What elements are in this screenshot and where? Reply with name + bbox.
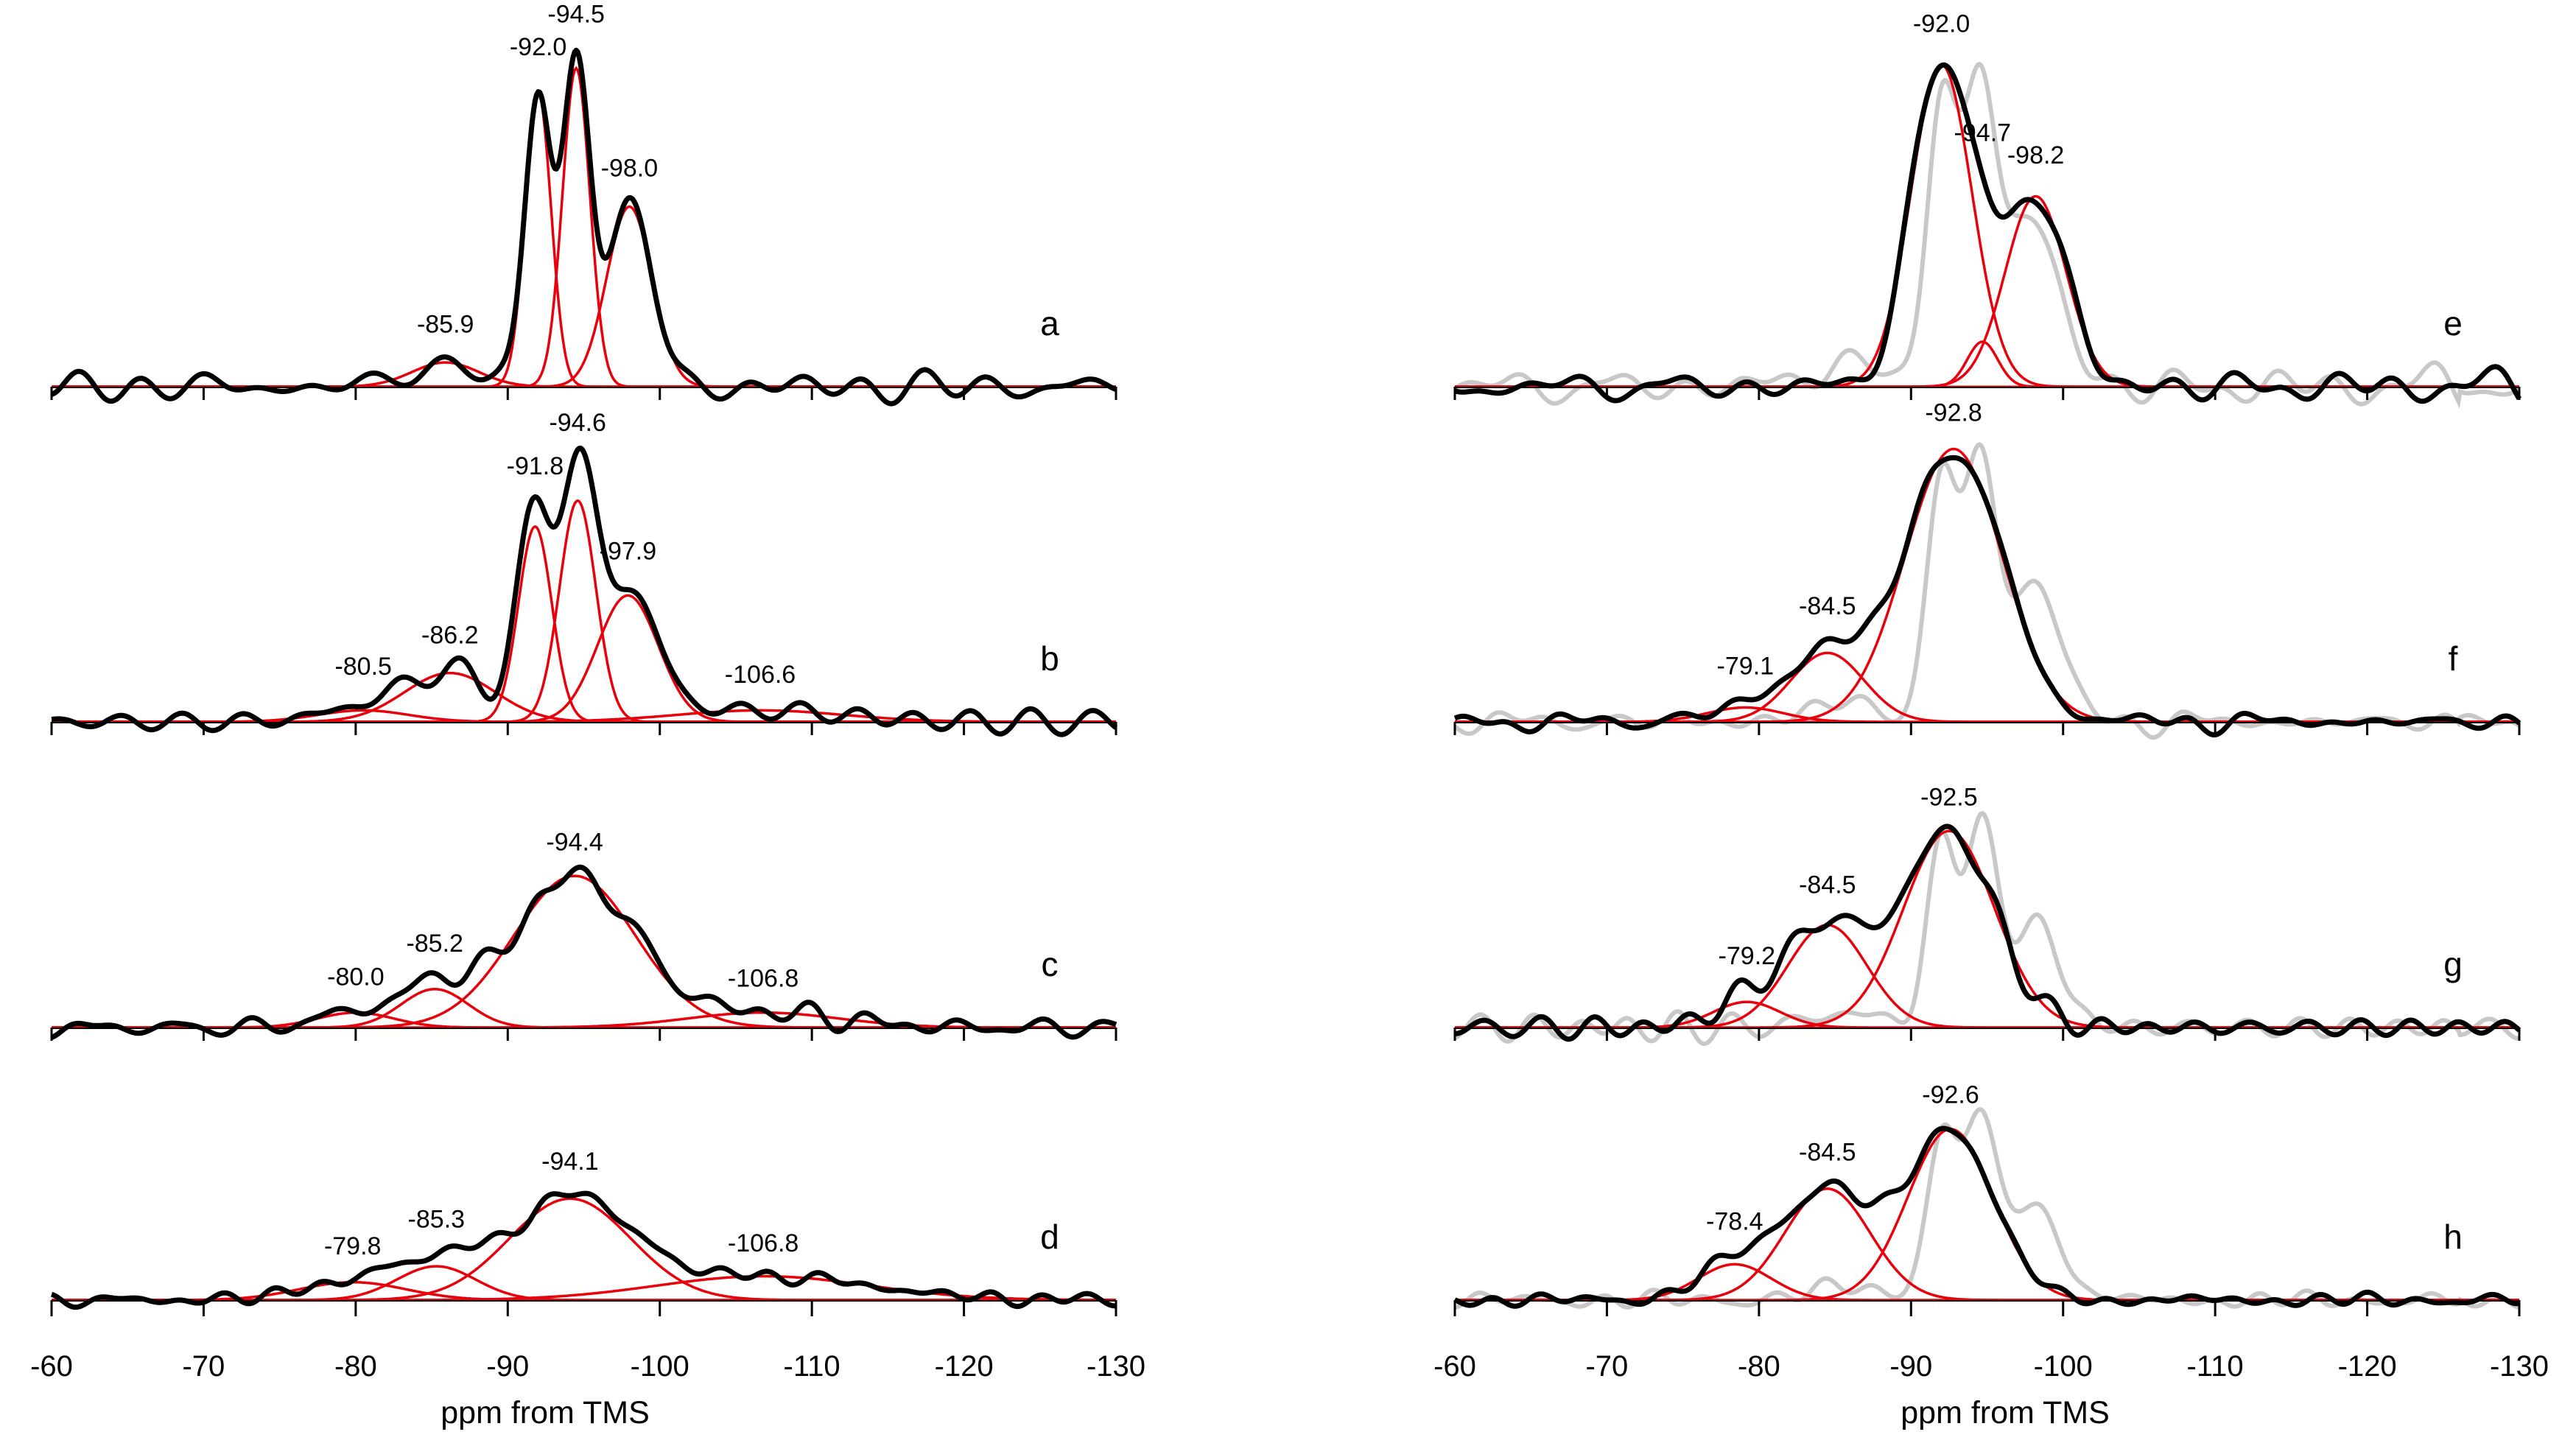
x-tick-label: -120	[2338, 1350, 2397, 1383]
peak-label: -106.8	[728, 964, 799, 992]
fit-component-2	[1455, 924, 2519, 1029]
peak-label: -85.3	[408, 1206, 466, 1234]
peak-label: -98.0	[601, 155, 659, 183]
peak-label: -86.2	[421, 622, 479, 650]
peak-label: -92.6	[1922, 1081, 1979, 1109]
peak-label: -94.7	[1954, 119, 2012, 147]
x-tick-label: -90	[486, 1350, 529, 1383]
fit-component-3	[52, 874, 1116, 1029]
peak-label: -92.5	[1920, 783, 1978, 811]
fit-component-3	[52, 524, 1116, 723]
fit-component-3	[1455, 447, 2519, 723]
fit-component-2	[1455, 1187, 2519, 1302]
experimental-spectrum	[50, 864, 1117, 1040]
x-tick-label: -120	[935, 1350, 994, 1383]
peak-label: -85.2	[406, 930, 463, 958]
peak-label: -80.0	[327, 963, 385, 991]
peak-label: -97.9	[600, 538, 657, 566]
fit-component-1	[1455, 63, 2519, 388]
x-tick-label: -100	[631, 1350, 689, 1383]
reference-spectrum	[1453, 810, 2520, 1047]
x-tick-label: -90	[1889, 1350, 1932, 1383]
panel-e: -92.0 -94.7-98.2 e	[1453, 10, 2522, 409]
peak-label: -84.5	[1799, 1139, 1856, 1167]
panel-h: -78.4 -84.5 -92.6 h	[1453, 1081, 2521, 1316]
peak-label: -85.9	[417, 310, 474, 338]
panel-f: -79.1 -84.5 -92.8 f	[1453, 399, 2521, 740]
peak-label: -106.6	[725, 661, 796, 689]
spectra-panels: -85.9 -92.0 -94.5 -98.0 a -80.5 -86.2 -91.8 -94.…	[50, 0, 2522, 1316]
peak-label: -92.0	[1913, 10, 1970, 38]
fit-component-3	[52, 1197, 1116, 1302]
peak-label: -106.8	[728, 1229, 799, 1257]
fit-component-4	[52, 205, 1116, 388]
panel-b: -80.5 -86.2 -91.8 -94.6 -97.9 -106.6 b	[50, 409, 1118, 737]
peak-label: -98.2	[2007, 141, 2065, 169]
fit-component-3	[1455, 1128, 2519, 1302]
panel-a: -85.9 -92.0 -94.5 -98.0 a	[50, 0, 1117, 407]
reference-spectrum	[1454, 1107, 2520, 1310]
x-tick-label: -70	[1585, 1350, 1628, 1383]
x-axes: -60 -70 -80 -90 -100 -110 -120 -130 -60 -70 -80 -90…	[30, 1350, 2549, 1383]
peak-label: -94.5	[547, 0, 605, 28]
x-tick-label: -110	[784, 1350, 840, 1383]
reference-spectrum	[1453, 442, 2521, 740]
fit-component-2	[52, 90, 1116, 388]
peak-label: -84.5	[1799, 592, 1856, 620]
fit-component-4	[52, 499, 1116, 723]
x-tick-label: -60	[30, 1350, 73, 1383]
x-tick-label: -130	[2490, 1350, 2549, 1383]
experimental-spectrum	[1453, 824, 2521, 1042]
panel-label-g: g	[2443, 945, 2463, 983]
fit-component-2	[1455, 651, 2519, 723]
fit-component-2	[1455, 340, 2519, 388]
peak-label: -94.4	[546, 829, 603, 857]
x-tick-label: -80	[1738, 1350, 1780, 1383]
panel-label-h: h	[2443, 1218, 2463, 1256]
panel-label-c: c	[1042, 945, 1059, 983]
panel-label-f: f	[2449, 639, 2458, 678]
x-axis-label-left: ppm from TMS	[441, 1395, 650, 1430]
panel-label-e: e	[2443, 304, 2463, 343]
panel-d: -79.8 -85.3 -94.1 -106.8 d	[50, 1148, 1117, 1316]
panel-label-d: d	[1040, 1218, 1059, 1256]
x-tick-label: -80	[334, 1350, 377, 1383]
fit-component-5	[52, 594, 1116, 723]
fit-component-3	[1455, 829, 2519, 1029]
peak-label: -94.6	[549, 409, 606, 437]
panel-label-a: a	[1040, 304, 1059, 343]
experimental-spectrum	[50, 446, 1118, 737]
experimental-spectrum	[1453, 62, 2522, 404]
peak-label: -92.8	[1925, 399, 1982, 427]
x-axis-label-right: ppm from TMS	[1901, 1395, 2110, 1430]
x-tick-label: -70	[182, 1350, 225, 1383]
experimental-spectrum	[1453, 1126, 2521, 1309]
peak-label: -84.5	[1799, 871, 1856, 899]
peak-label: -91.8	[507, 452, 564, 480]
peak-label: -79.2	[1719, 942, 1776, 970]
x-tick-label: -130	[1087, 1350, 1145, 1383]
x-tick-label: -110	[2187, 1350, 2244, 1383]
peak-label: -80.5	[334, 653, 392, 681]
panel-label-b: b	[1040, 639, 1059, 678]
experimental-spectrum	[50, 47, 1117, 407]
peak-label: -79.1	[1717, 652, 1775, 680]
experimental-spectrum	[50, 1190, 1117, 1310]
peak-label: -94.1	[541, 1148, 599, 1176]
x-tick-label: -100	[2034, 1350, 2093, 1383]
x-tick-label: -60	[1433, 1350, 1476, 1383]
peak-label: -78.4	[1706, 1208, 1763, 1236]
peak-label: -92.0	[510, 33, 567, 61]
peak-label: -79.8	[324, 1232, 382, 1260]
fit-component-3	[1455, 194, 2519, 388]
panel-g: -79.2 -84.5 -92.5 g	[1453, 783, 2521, 1047]
reference-spectrum	[1453, 61, 2521, 409]
panel-c: -80.0 -85.2 -94.4 -106.8 c	[50, 829, 1117, 1041]
experimental-spectrum	[1453, 454, 2521, 738]
